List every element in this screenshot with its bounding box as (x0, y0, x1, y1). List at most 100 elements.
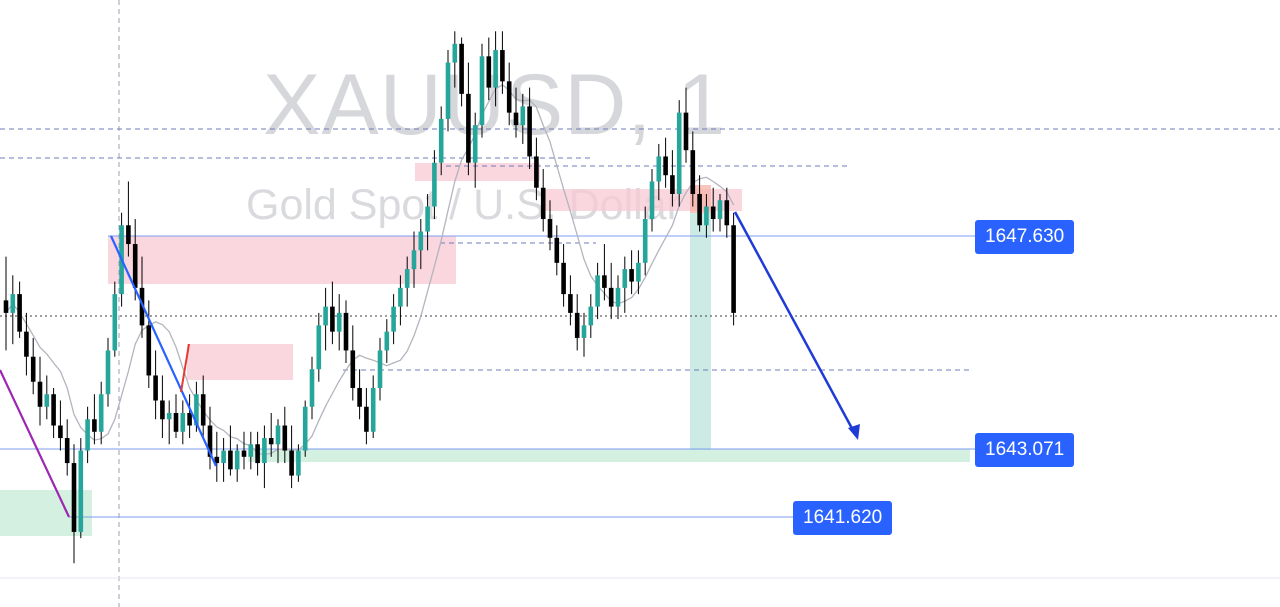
candle-body-down (92, 419, 97, 432)
candle (316, 312, 322, 382)
candle (411, 231, 417, 288)
candle (166, 400, 172, 445)
candle (731, 212, 736, 326)
candles-layer[interactable] (3, 31, 736, 564)
candle (527, 87, 532, 169)
candle (330, 281, 335, 345)
candle-body-up (262, 438, 267, 464)
candle-body-up (10, 294, 16, 313)
price-label-1643[interactable]: 1643.071 (975, 433, 1075, 467)
candle-body-down (330, 306, 335, 332)
candle (370, 375, 376, 439)
candle-body-down (608, 287, 614, 307)
candle-body-down (268, 438, 274, 445)
candle-body-down (670, 175, 675, 194)
candle-body-up (275, 425, 281, 445)
candle-body-up (649, 181, 655, 220)
candle-body-up (180, 413, 186, 432)
candle (85, 406, 90, 464)
candle (500, 31, 505, 94)
candle-body-down (207, 425, 213, 457)
candle (153, 350, 158, 420)
candle (262, 425, 267, 489)
small-red-line[interactable] (180, 343, 190, 393)
candle-body-up (493, 50, 498, 88)
candle-body-up (105, 350, 111, 395)
candle (554, 225, 560, 276)
candle (241, 431, 247, 470)
candle (615, 275, 621, 320)
candle-body-down (214, 456, 220, 464)
candle-body-up (398, 287, 403, 307)
candle-body-up (384, 331, 390, 351)
candle (479, 43, 485, 138)
candle (676, 100, 682, 207)
candle (248, 431, 254, 470)
candle (398, 275, 403, 326)
candle (98, 381, 104, 445)
candle-body-up (411, 250, 417, 270)
candle (506, 62, 512, 126)
candle-body-up (316, 325, 322, 370)
demand-zone (248, 449, 970, 462)
zigzag-line-blue[interactable] (109, 235, 218, 467)
forecast-arrow-head (848, 424, 860, 440)
price-label-1647[interactable]: 1647.630 (975, 220, 1075, 254)
candle (44, 375, 50, 420)
candle (323, 287, 328, 351)
candle-body-up (370, 387, 376, 432)
candle-body-up (452, 43, 458, 63)
candle (146, 300, 152, 388)
candle (30, 337, 36, 395)
candle (595, 262, 600, 320)
drawings-layer[interactable] (0, 211, 860, 518)
candle (377, 337, 383, 401)
candle (343, 300, 349, 363)
candle-body-down (554, 237, 560, 263)
candle (642, 206, 648, 276)
trend-line-purple[interactable] (0, 369, 70, 518)
candle-body-up (479, 56, 485, 126)
candle (126, 181, 131, 257)
candle (561, 244, 566, 307)
candle-body-down (466, 93, 471, 163)
candle-body-up (622, 269, 628, 288)
price-label-1641[interactable]: 1641.620 (793, 501, 893, 535)
candle (513, 87, 519, 138)
forecast-arrow-shaft[interactable] (733, 211, 857, 435)
candle-body-up (112, 294, 118, 351)
candle (534, 137, 539, 201)
candle-body-up (85, 419, 90, 451)
candle (384, 319, 390, 363)
candle-body-down (534, 156, 539, 188)
candle-body-up (166, 413, 172, 420)
candle (486, 37, 492, 101)
candle-body-up (323, 306, 328, 326)
candle (234, 444, 240, 482)
candle-body-up (98, 394, 104, 432)
supply-zone (187, 344, 293, 380)
candle (636, 250, 641, 295)
candle-body-up (432, 162, 437, 207)
candle-body-down (690, 150, 696, 194)
candle (574, 294, 580, 351)
candle-body-up (472, 125, 478, 163)
candle-body-up (520, 106, 526, 126)
candle-body-down (459, 43, 464, 94)
candle-body-down (282, 425, 288, 451)
candle (493, 31, 498, 107)
candle-body-down (126, 225, 131, 245)
candle (452, 31, 458, 88)
candle-body-up (44, 394, 50, 407)
candle-body-up (581, 325, 587, 338)
candle (309, 356, 315, 420)
candle (466, 62, 471, 176)
candle-body-up (391, 306, 396, 332)
candle-body-down (241, 450, 247, 457)
candle (588, 294, 594, 338)
candle-body-up (302, 406, 308, 451)
supply-zone (108, 236, 456, 284)
